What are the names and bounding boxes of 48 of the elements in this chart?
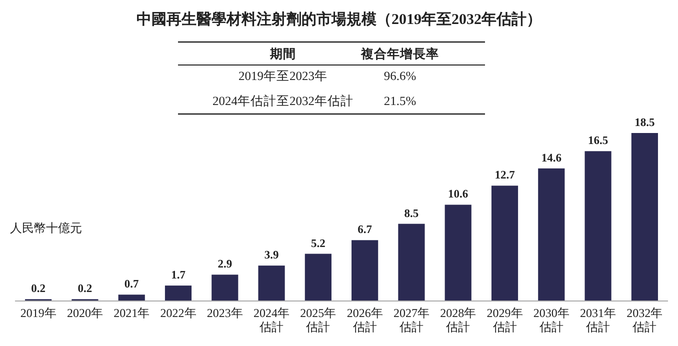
x-tick-label: 2027年估計	[393, 306, 430, 334]
bar	[352, 240, 378, 301]
y-axis-title: 人民幣十億元	[10, 221, 82, 235]
text: 21.5%	[384, 94, 416, 108]
text: 複合年增長率	[360, 46, 439, 61]
x-tick-label: 2032年估計	[626, 306, 663, 334]
bar	[444, 204, 472, 301]
bar	[631, 133, 658, 301]
data-label: 18.5	[634, 117, 655, 129]
data-label: 0.7	[124, 278, 140, 291]
x-tick-label: 2030年估計	[533, 306, 570, 334]
data-label: 16.5	[588, 135, 608, 148]
bar	[491, 186, 518, 301]
x-tick-label: 2022年	[160, 306, 196, 320]
x-tick-label: 2025年估計	[300, 306, 336, 334]
data-label: 2.9	[218, 258, 232, 271]
bar	[164, 286, 192, 301]
x-tick-label: 2023年	[206, 306, 243, 320]
data-label: 12.7	[494, 170, 516, 182]
text: 96.6%	[384, 69, 416, 83]
x-tick-label: 2026年估計	[346, 306, 383, 334]
data-label: 3.9	[264, 250, 279, 262]
x-tick-label: 2019年	[20, 306, 56, 320]
bar	[398, 224, 425, 301]
bar	[584, 151, 612, 301]
data-label: 0.2	[31, 283, 46, 296]
x-tick-label: 2031年估計	[580, 306, 616, 334]
x-tick-label: 2021年	[114, 306, 150, 320]
text: 2024年估計至2032年估計	[212, 94, 354, 108]
x-tick-label: 2020年	[66, 306, 103, 320]
bar	[212, 274, 238, 301]
x-tick-label: 2029年估計	[486, 306, 523, 334]
data-label: 10.6	[448, 188, 468, 201]
data-label: 8.5	[404, 208, 419, 220]
text: 期間	[269, 47, 296, 61]
data-label: 14.6	[541, 152, 562, 164]
data-label: 6.7	[358, 224, 372, 236]
x-tick-label: 2024年估計	[254, 306, 290, 334]
text: 2019年至2023年	[238, 69, 328, 83]
bar	[304, 254, 332, 301]
bar	[538, 168, 565, 301]
x-tick-label: 2028年估計	[440, 306, 476, 334]
chart-title: 中國再生醫學材料注射劑的市場規模（2019年至2032年估計）	[136, 10, 542, 28]
data-label: 0.2	[78, 283, 92, 296]
bar	[118, 294, 145, 301]
data-label: 1.7	[171, 270, 186, 282]
bar	[258, 266, 285, 301]
data-label: 5.2	[310, 238, 326, 250]
